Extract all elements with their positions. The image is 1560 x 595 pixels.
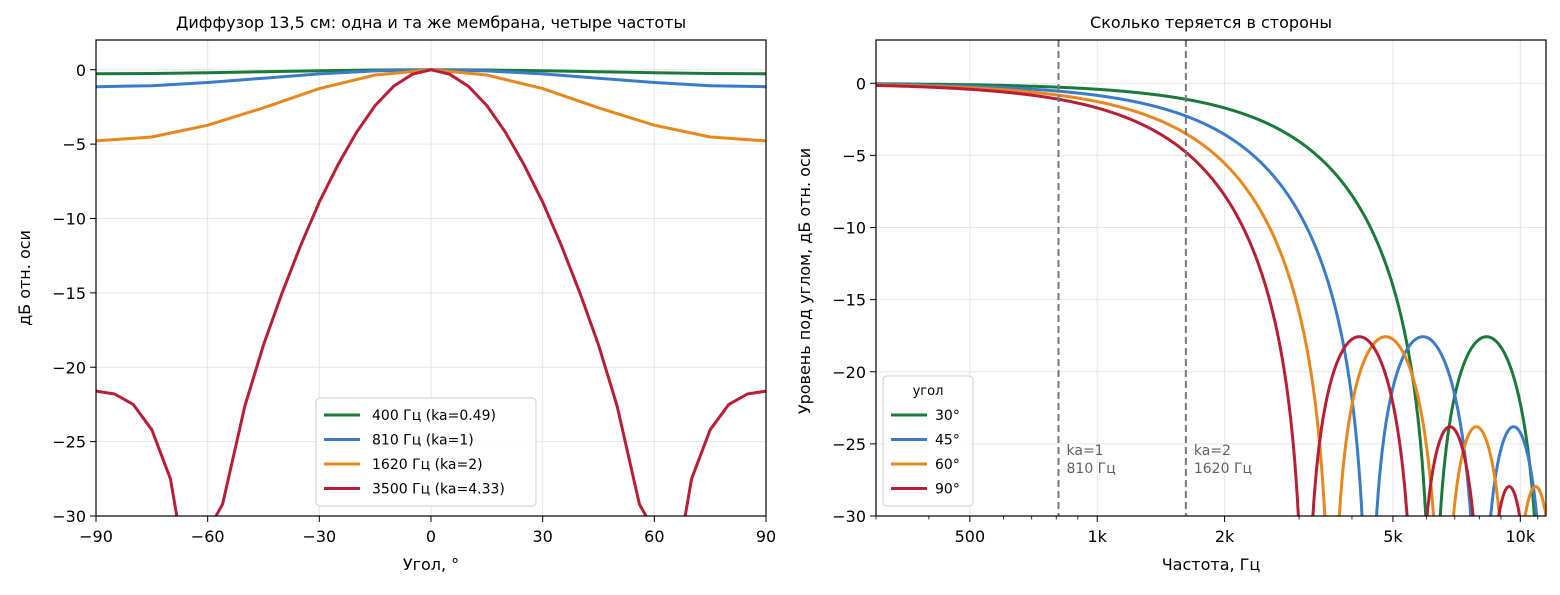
y-axis-title: Уровень под углом, дБ отн. оси <box>795 148 814 414</box>
x-tick-label: 500 <box>955 527 986 546</box>
chart-title: Сколько теряется в стороны <box>1090 13 1332 32</box>
y-tick-label: 0 <box>856 74 866 93</box>
x-tick-label: −30 <box>302 527 336 546</box>
y-tick-label: −5 <box>62 135 86 154</box>
x-tick-label: 90 <box>756 527 776 546</box>
x-tick-label: 30 <box>532 527 552 546</box>
y-tick-label: −15 <box>52 284 86 303</box>
series-line <box>876 82 1536 516</box>
x-tick-label: 1k <box>1087 527 1107 546</box>
series-line <box>96 68 766 516</box>
legend-label: 1620 Гц (ka=2) <box>372 457 483 473</box>
frequency-annotation-label: 1620 Гц <box>1194 461 1252 477</box>
legend-label: 400 Гц (ka=0.49) <box>372 408 496 424</box>
x-tick-label: 5k <box>1383 527 1403 546</box>
legend-title: угол <box>913 384 944 399</box>
series-group <box>96 68 766 516</box>
plot-frame <box>95 39 767 517</box>
legend-label: 90° <box>935 482 960 498</box>
y-tick-label: −10 <box>832 219 866 238</box>
y-tick-label: −20 <box>52 358 86 377</box>
chart-left-directivity: −90 −60 −30 0 30 60 90 0 −5 −10 −15 −20 −25 −30 Диффуз… <box>15 13 776 574</box>
x-tick-label: 0 <box>426 527 436 546</box>
frequency-annotation-label: 810 Гц <box>1067 461 1116 477</box>
y-tick-label: −30 <box>52 507 86 526</box>
ka-annotation-label: ka=2 <box>1194 443 1231 459</box>
legend-label: 3500 Гц (ka=4.33) <box>372 482 505 498</box>
x-tick-label: 2k <box>1215 527 1235 546</box>
legend-box <box>882 375 974 507</box>
series-line <box>876 83 1522 516</box>
ka-annotation-label: ka=1 <box>1067 443 1104 459</box>
y-tick-label: −15 <box>832 291 866 310</box>
legend-box <box>315 397 537 507</box>
y-tick-label: −30 <box>832 507 866 526</box>
legend-label: 45° <box>935 433 960 449</box>
y-tick-label: 0 <box>76 61 86 80</box>
x-axis-title: Угол, ° <box>403 555 459 574</box>
y-tick-label: −25 <box>52 433 86 452</box>
y-tick-label: −10 <box>52 210 86 229</box>
y-tick-label: −5 <box>842 146 866 165</box>
x-tick-label: −60 <box>191 527 225 546</box>
series-line <box>876 83 1546 516</box>
legend-label: 60° <box>935 457 960 473</box>
series-line <box>876 82 1539 516</box>
x-tick-label: 10k <box>1506 527 1536 546</box>
legend-label: 810 Гц (ka=1) <box>372 433 474 449</box>
y-tick-label: −20 <box>832 363 866 382</box>
y-axis-title: дБ отн. оси <box>15 230 34 326</box>
chart-title: Диффузор 13,5 см: одна и та же мембрана,… <box>176 13 686 32</box>
x-tick-label: 60 <box>644 527 664 546</box>
x-tick-label: −90 <box>79 527 113 546</box>
series-group <box>876 82 1546 516</box>
plot-frame <box>875 39 1547 517</box>
x-axis-title: Частота, Гц <box>1162 555 1261 574</box>
y-tick-label: −25 <box>832 435 866 454</box>
legend-label: 30° <box>935 408 960 424</box>
chart-right-offaxis-loss: 500 1k 2k 5k 10k 0 −5 −10 −15 −20 −25 −30 ka=1 810 Гц… <box>795 13 1547 574</box>
